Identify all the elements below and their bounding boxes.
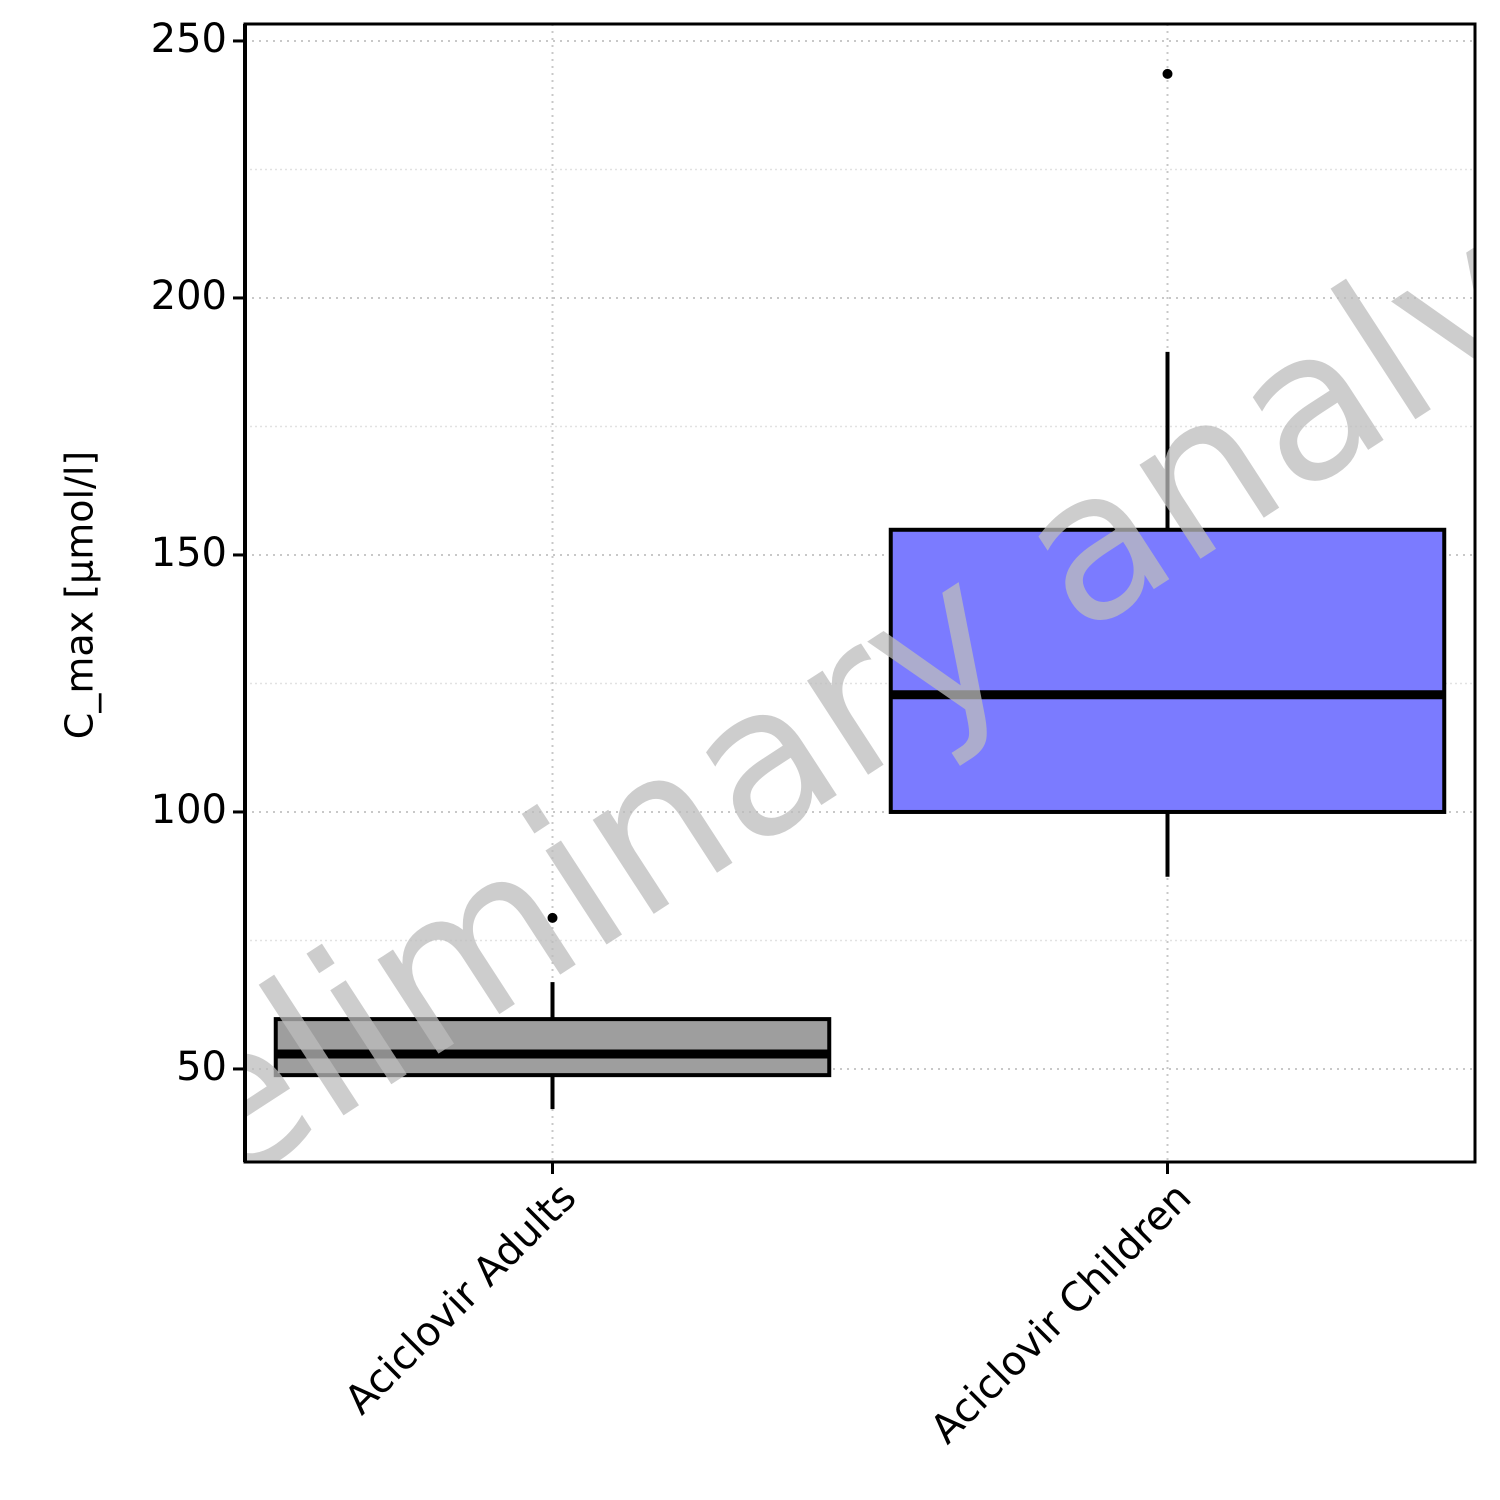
y-tick-label: 50 [176,1044,227,1090]
outlier [1162,68,1173,79]
box [888,527,1447,814]
y-axis-label: C_max [µmol/l] [58,451,102,739]
outlier [547,912,558,923]
plot-border [243,22,1477,1164]
y-tick-label: 150 [151,530,227,576]
y-tick-label: 200 [151,273,227,319]
box [273,1017,832,1078]
y-tick-label: 250 [151,16,227,62]
y-tick-label: 100 [151,787,227,833]
